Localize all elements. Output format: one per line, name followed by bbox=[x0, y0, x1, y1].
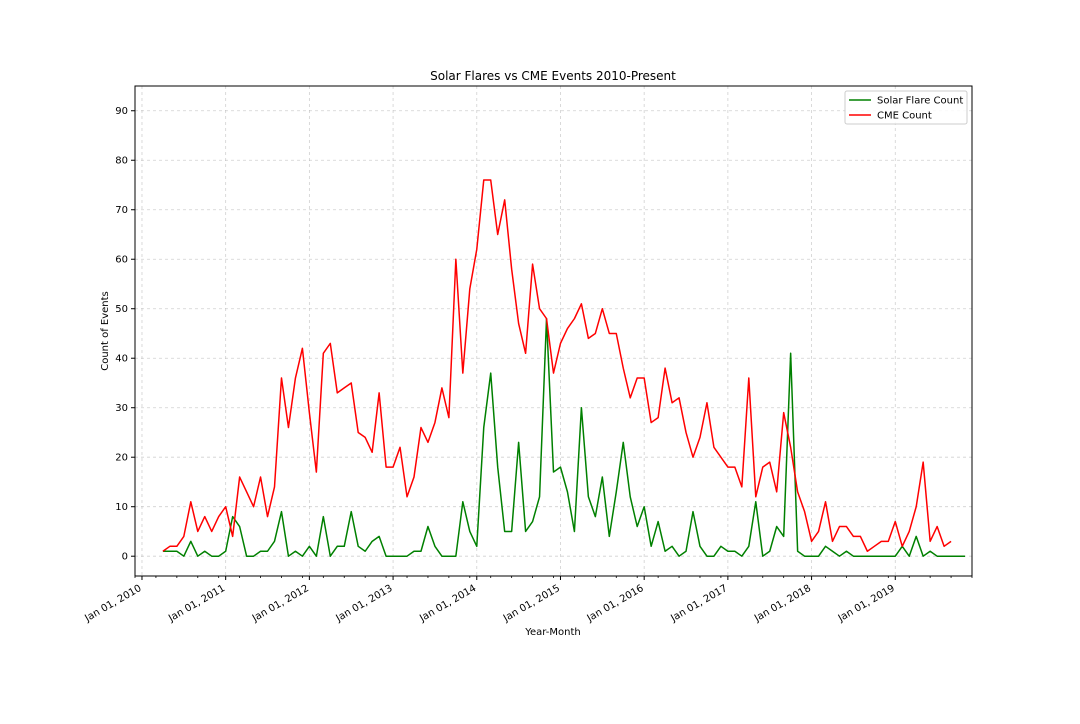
y-tick-label: 60 bbox=[115, 255, 128, 266]
grid bbox=[135, 86, 972, 576]
y-tick-label: 10 bbox=[115, 502, 128, 513]
y-tick-label: 80 bbox=[115, 156, 128, 167]
legend-label-cme: CME Count bbox=[877, 111, 932, 122]
y-tick-label: 70 bbox=[115, 205, 128, 216]
series-line-cme bbox=[162, 179, 952, 552]
legend: Solar Flare Count CME Count bbox=[844, 90, 968, 125]
series-lines bbox=[162, 179, 966, 557]
y-tick-label: 50 bbox=[115, 304, 128, 315]
chart-title: Solar Flares vs CME Events 2010-Present bbox=[430, 69, 676, 83]
y-axis-label: Count of Events bbox=[100, 291, 111, 371]
legend-box bbox=[844, 90, 968, 125]
y-tick-label: 30 bbox=[115, 403, 128, 414]
y-tick-label: 90 bbox=[115, 106, 128, 117]
x-axis-label: Year-Month bbox=[524, 627, 580, 638]
legend-label-solar-flare: Solar Flare Count bbox=[877, 96, 963, 107]
series-line-solar-flare bbox=[162, 317, 966, 557]
y-tick-label: 20 bbox=[115, 453, 128, 464]
y-tick-label: 40 bbox=[115, 354, 128, 365]
y-tick-label: 0 bbox=[122, 552, 128, 563]
